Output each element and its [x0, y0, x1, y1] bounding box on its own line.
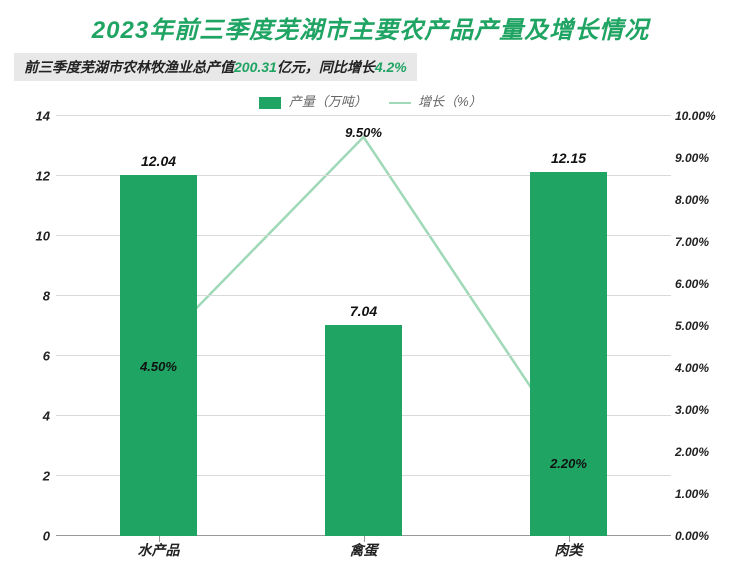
y1-tick-label: 10 [16, 229, 50, 244]
subtitle-value-1: 200.31 [234, 59, 277, 75]
y2-tick-label: 2.00% [675, 445, 725, 459]
subtitle-prefix: 前三季度芜湖市农林牧渔业总产值 [24, 59, 234, 75]
bar [120, 175, 198, 536]
x-tick [569, 536, 570, 542]
legend-line-swatch [389, 102, 411, 104]
chart-subtitle: 前三季度芜湖市农林牧渔业总产值200.31亿元，同比增长4.2% [14, 53, 417, 81]
line-value-label: 2.20% [550, 456, 587, 471]
y1-tick-label: 0 [16, 529, 50, 544]
y1-tick-label: 14 [16, 109, 50, 124]
y1-tick-label: 6 [16, 349, 50, 364]
x-tick-label: 水产品 [138, 540, 180, 560]
bar-value-label: 12.15 [551, 150, 586, 166]
line-value-label: 9.50% [345, 125, 382, 140]
x-tick-label: 禽蛋 [350, 540, 378, 560]
x-tick [159, 536, 160, 542]
y2-tick-label: 0.00% [675, 529, 725, 543]
bar-value-label: 7.04 [350, 303, 377, 319]
y2-tick-label: 7.00% [675, 235, 725, 249]
y2-tick-label: 1.00% [675, 487, 725, 501]
subtitle-value-2: 4.2% [375, 59, 407, 75]
plot-area: 024681012140.00%1.00%2.00%3.00%4.00%5.00… [56, 116, 671, 536]
x-tick-label: 肉类 [555, 540, 583, 560]
chart-title: 2023年前三季度芜湖市主要农产品产量及增长情况 [0, 0, 741, 45]
bar [530, 172, 608, 537]
y2-tick-label: 3.00% [675, 403, 725, 417]
y2-tick-label: 8.00% [675, 193, 725, 207]
y1-tick-label: 8 [16, 289, 50, 304]
chart-area: 024681012140.00%1.00%2.00%3.00%4.00%5.00… [14, 116, 727, 576]
legend-line-label: 增长（%） [418, 94, 482, 109]
grid-line [56, 115, 671, 116]
y2-tick-label: 10.00% [675, 109, 725, 123]
y1-tick-label: 4 [16, 409, 50, 424]
bar-value-label: 12.04 [141, 153, 176, 169]
subtitle-middle: 亿元，同比增长 [277, 59, 375, 75]
y2-tick-label: 6.00% [675, 277, 725, 291]
y1-tick-label: 2 [16, 469, 50, 484]
legend-bar-label: 产量（万吨） [289, 94, 367, 109]
x-tick [364, 536, 365, 542]
line-value-label: 4.50% [140, 359, 177, 374]
y2-tick-label: 4.00% [675, 361, 725, 375]
y2-tick-label: 5.00% [675, 319, 725, 333]
legend: 产量（万吨） 增长（%） [0, 91, 741, 110]
bar [325, 325, 403, 536]
legend-bar-swatch [259, 97, 281, 109]
y2-tick-label: 9.00% [675, 151, 725, 165]
y1-tick-label: 12 [16, 169, 50, 184]
